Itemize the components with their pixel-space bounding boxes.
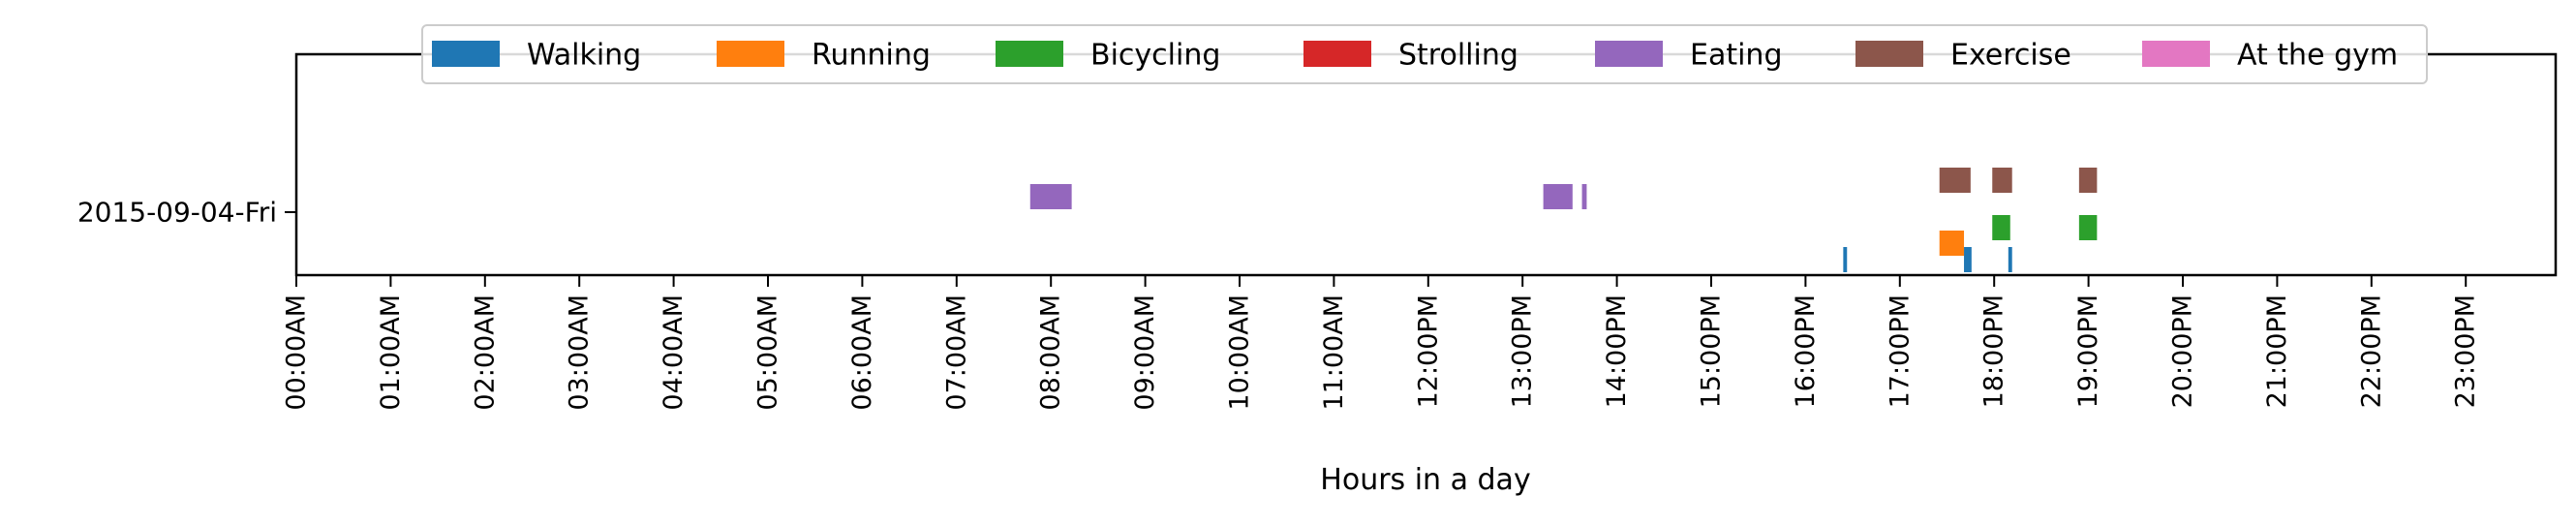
bar-walking (1843, 247, 1848, 272)
x-tick-label: 17:00PM (1885, 294, 1915, 408)
x-tick-label: 22:00PM (2356, 294, 2386, 408)
x-tick-label: 18:00PM (1979, 294, 2009, 408)
x-tick-label: 15:00PM (1697, 294, 1727, 408)
bars-layer (1029, 168, 2098, 272)
legend-label-at-the-gym: At the gym (2237, 39, 2398, 73)
legend-swatch-at-the-gym (2142, 41, 2210, 67)
x-tick-label: 19:00PM (2073, 294, 2103, 408)
bar-exercise (1992, 168, 2012, 193)
x-tick-label: 06:00AM (847, 294, 877, 411)
legend-swatch-strolling (1303, 41, 1371, 67)
x-tick-label: 23:00PM (2451, 294, 2481, 408)
legend-label-exercise: Exercise (1950, 39, 2071, 73)
bar-walking (2008, 247, 2012, 272)
bar-eating (1543, 184, 1573, 209)
bar-walking (1964, 247, 1972, 272)
x-tick-label: 03:00AM (565, 294, 595, 411)
bar-running (1939, 231, 1965, 256)
legend-swatch-walking (432, 41, 500, 67)
legend-swatch-bicycling (996, 41, 1063, 67)
y-axis: 2015-09-04-Fri (77, 197, 296, 229)
y-tick-label: 2015-09-04-Fri (77, 197, 277, 229)
x-tick-label: 20:00PM (2168, 294, 2198, 408)
bar-eating (1029, 184, 1072, 209)
x-tick-label: 14:00PM (1602, 294, 1632, 408)
bar-bicycling (2078, 215, 2098, 240)
legend-swatch-eating (1595, 41, 1663, 67)
x-tick-label: 00:00AM (282, 294, 312, 411)
legend-label-bicycling: Bicycling (1090, 39, 1220, 73)
bar-bicycling (1992, 215, 2010, 240)
legend-box (421, 24, 2428, 84)
x-tick-label: 21:00PM (2262, 294, 2292, 408)
plot-frame (294, 52, 2558, 277)
legend-label-running: Running (812, 39, 931, 73)
legend-label-eating: Eating (1690, 39, 1783, 73)
bar-eating (1581, 184, 1587, 209)
x-tick-label: 01:00AM (376, 294, 406, 411)
x-tick-label: 08:00AM (1036, 294, 1066, 411)
x-tick-label: 09:00AM (1130, 294, 1160, 411)
x-tick-label: 04:00AM (659, 294, 689, 411)
x-tick-label: 05:00AM (753, 294, 783, 411)
x-tick-label: 10:00AM (1225, 294, 1255, 411)
bar-exercise (2078, 168, 2098, 193)
legend: Walking Running Bicycling Strolling Eating Ex… (421, 24, 2428, 84)
x-tick-label: 16:00PM (1791, 294, 1821, 408)
legend-label-strolling: Strolling (1398, 39, 1518, 73)
x-tick-label: 07:00AM (941, 294, 971, 411)
x-tick-label: 12:00PM (1413, 294, 1443, 408)
bar-exercise (1939, 168, 1971, 193)
x-axis: 00:00AM 01:00AM 02:00AM 03:00AM 04:00AM 05:00… (282, 275, 2481, 411)
x-axis-label: Hours in a day (1320, 463, 1530, 497)
legend-label-walking: Walking (527, 39, 641, 73)
legend-items: Walking Running Bicycling Strolling Eating Ex… (432, 39, 2398, 73)
x-tick-label: 13:00PM (1508, 294, 1538, 408)
x-tick-label: 02:00AM (470, 294, 500, 411)
legend-swatch-exercise (1855, 41, 1923, 67)
x-tick-label: 11:00AM (1319, 294, 1349, 411)
legend-swatch-running (717, 41, 784, 67)
